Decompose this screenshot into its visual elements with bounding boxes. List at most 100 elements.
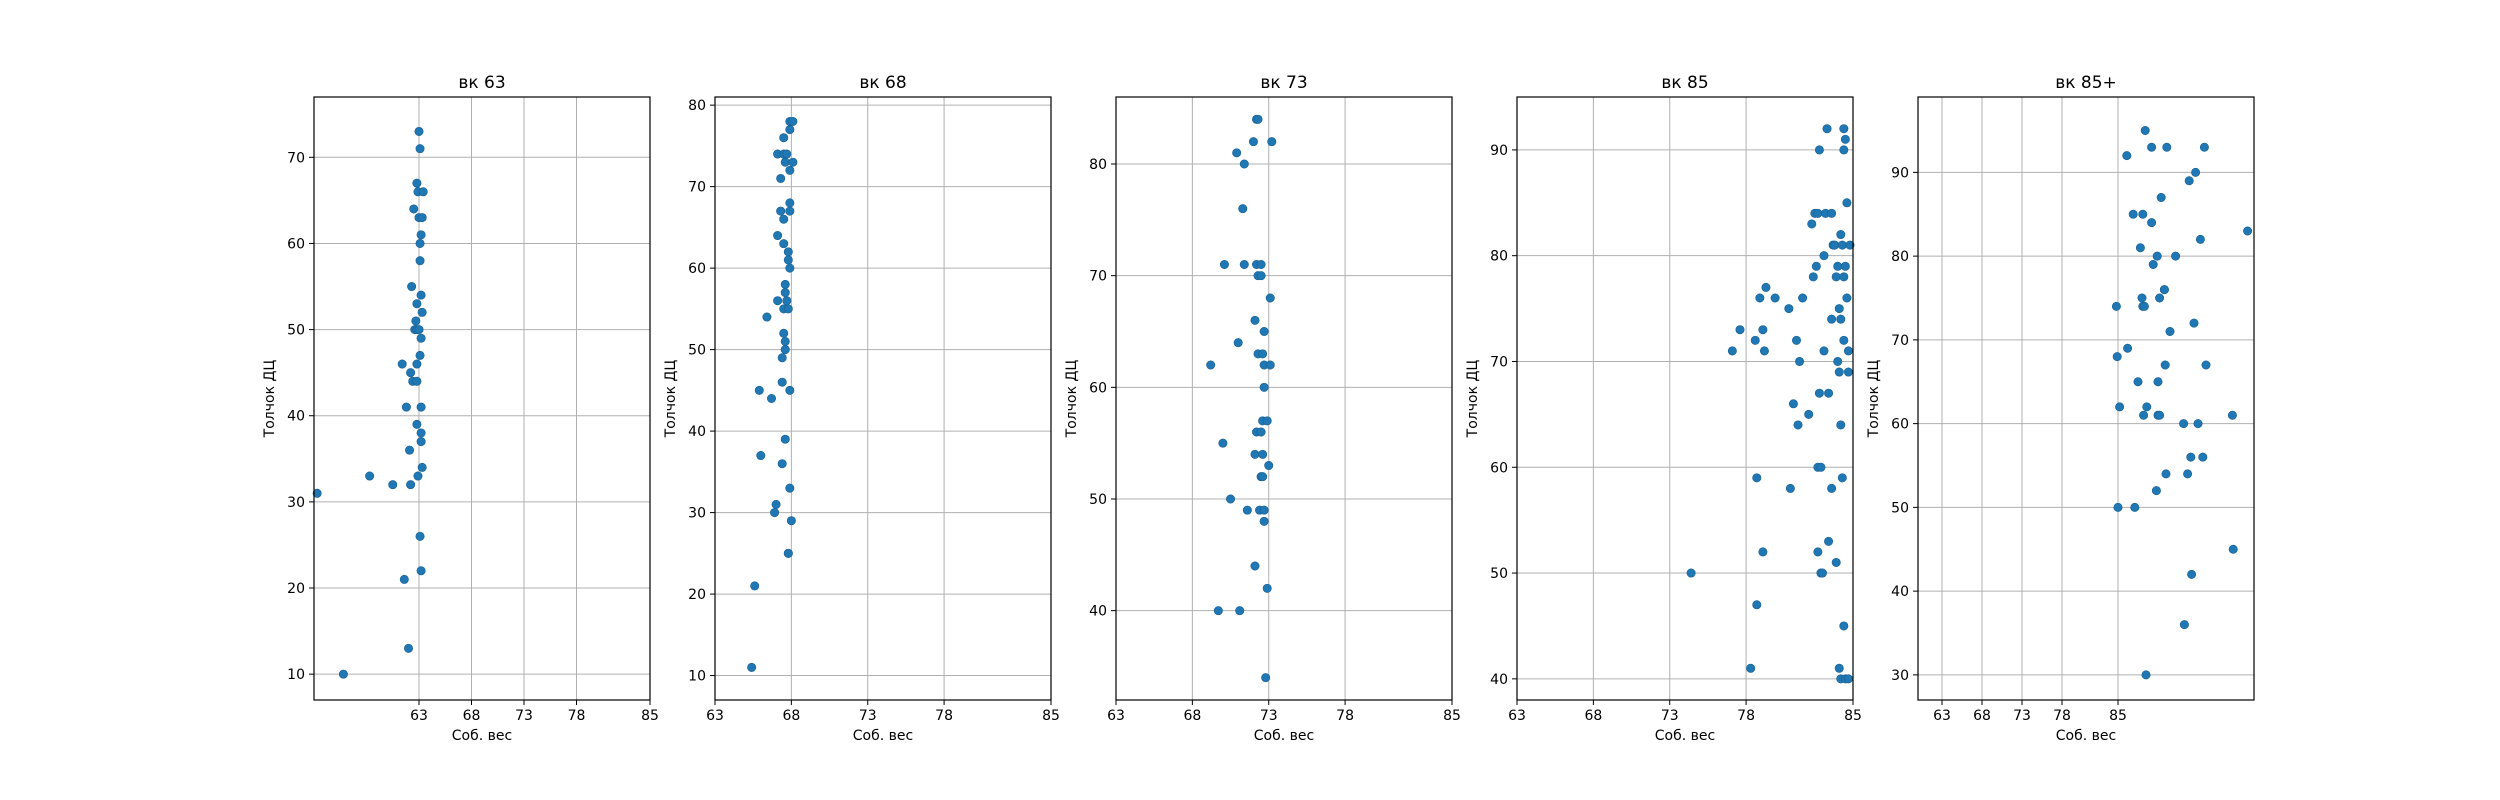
x-tick-label: 68 [782, 708, 800, 724]
data-point [2112, 352, 2122, 362]
data-point [1814, 145, 1824, 155]
data-point [1759, 346, 1769, 356]
data-point [1261, 673, 1271, 683]
data-point [2155, 410, 2165, 420]
plot-area [715, 97, 1051, 700]
data-point [779, 133, 789, 143]
data-point [2123, 343, 2133, 353]
scatter-panel-5: 63 68 73 78 85 30 40 50 60 70 80 90 вк 85+ Соб. вес То… [1866, 73, 2255, 744]
data-point [338, 669, 348, 679]
x-tick-label: 85 [2109, 708, 2127, 724]
data-point [785, 165, 795, 175]
data-point [773, 296, 783, 306]
y-tick-label: 20 [688, 587, 706, 603]
data-point [1839, 145, 1849, 155]
data-point [1746, 663, 1756, 673]
y-tick-label: 70 [1089, 269, 1107, 285]
chart-title: вк 68 [859, 73, 906, 93]
data-point [771, 499, 781, 509]
x-tick-label: 78 [1737, 708, 1755, 724]
scatter-panel-1: 63 68 73 78 85 10 20 30 40 50 60 70 вк 63 Соб. вес Тол… [262, 73, 659, 744]
data-point [412, 419, 422, 429]
data-point [1265, 293, 1275, 303]
data-point [779, 214, 789, 224]
data-point [1840, 261, 1850, 271]
data-point [1791, 335, 1801, 345]
data-point [1262, 583, 1272, 593]
data-point [1839, 272, 1849, 282]
data-point [2179, 419, 2189, 429]
data-point [2141, 670, 2151, 680]
data-point [2148, 259, 2158, 269]
x-tick-label: 78 [1336, 708, 1354, 724]
data-point [1264, 460, 1274, 470]
x-tick-label: 85 [641, 708, 659, 724]
data-point [767, 393, 777, 403]
data-point [1758, 325, 1768, 335]
data-point [399, 574, 409, 584]
data-point [1256, 427, 1266, 437]
y-tick-label: 10 [287, 667, 305, 683]
x-tick-label: 63 [1508, 708, 1526, 724]
data-point [416, 566, 426, 576]
y-tick-label: 50 [1891, 500, 1909, 516]
axes-frame [1115, 96, 1453, 701]
x-tick-label: 63 [1107, 708, 1125, 724]
data-point [2140, 126, 2150, 136]
data-point [409, 204, 419, 214]
data-point [780, 345, 790, 355]
y-axis-label: Толчок ДЦ [1866, 360, 1882, 439]
y-axis-label: Толчок ДЦ [663, 360, 679, 439]
chart-title: вк 85+ [2055, 73, 2117, 93]
data-point [773, 231, 783, 241]
data-point [2139, 410, 2149, 420]
data-point [412, 359, 422, 369]
data-point [412, 376, 422, 386]
data-point [2111, 301, 2121, 311]
data-point [1824, 536, 1834, 546]
data-point [1836, 314, 1846, 324]
data-point [1752, 473, 1762, 483]
data-point [782, 296, 792, 306]
data-point [777, 377, 787, 387]
scatter-panel-4: 63 68 73 78 85 40 50 60 70 80 90 вк 85 Соб. вес Толчо… [1465, 73, 1862, 744]
data-point [1845, 240, 1855, 250]
data-point [1735, 325, 1745, 335]
axes-frame [714, 96, 1052, 701]
data-point [1258, 449, 1268, 459]
data-point [1248, 137, 1258, 147]
x-tick-label: 68 [1183, 708, 1201, 724]
data-point [780, 288, 790, 298]
data-point [1259, 326, 1269, 336]
data-point [1250, 449, 1260, 459]
y-tick-label: 60 [688, 261, 706, 277]
data-point [388, 480, 398, 490]
y-tick-label: 70 [688, 180, 706, 196]
data-point [1750, 335, 1760, 345]
data-point [401, 402, 411, 412]
data-point [1785, 483, 1795, 493]
y-tick-label: 60 [1891, 417, 1909, 433]
data-point [1233, 338, 1243, 348]
x-tick-label: 78 [2053, 708, 2071, 724]
data-point [1833, 356, 1843, 366]
data-point [1253, 114, 1263, 124]
plot-area [1517, 97, 1853, 700]
data-point [1752, 600, 1762, 610]
y-tick-label: 40 [1490, 672, 1508, 688]
data-point [397, 359, 407, 369]
data-point [2138, 209, 2148, 219]
data-point [786, 516, 796, 526]
data-point [2179, 620, 2189, 630]
data-point [1761, 282, 1771, 292]
y-tick-label: 40 [1089, 604, 1107, 620]
data-point [1232, 148, 1242, 158]
scatter-panel-2: 63 68 73 78 85 10 20 30 40 50 60 70 80 вк 68 Соб. вес Т… [663, 73, 1060, 744]
y-axis-label: Толчок ДЦ [1465, 360, 1481, 439]
data-point [780, 279, 790, 289]
data-point [1834, 367, 1844, 377]
data-point [411, 316, 421, 326]
y-tick-label: 10 [688, 669, 706, 685]
x-tick-label: 73 [2013, 708, 2031, 724]
data-point [416, 428, 426, 438]
